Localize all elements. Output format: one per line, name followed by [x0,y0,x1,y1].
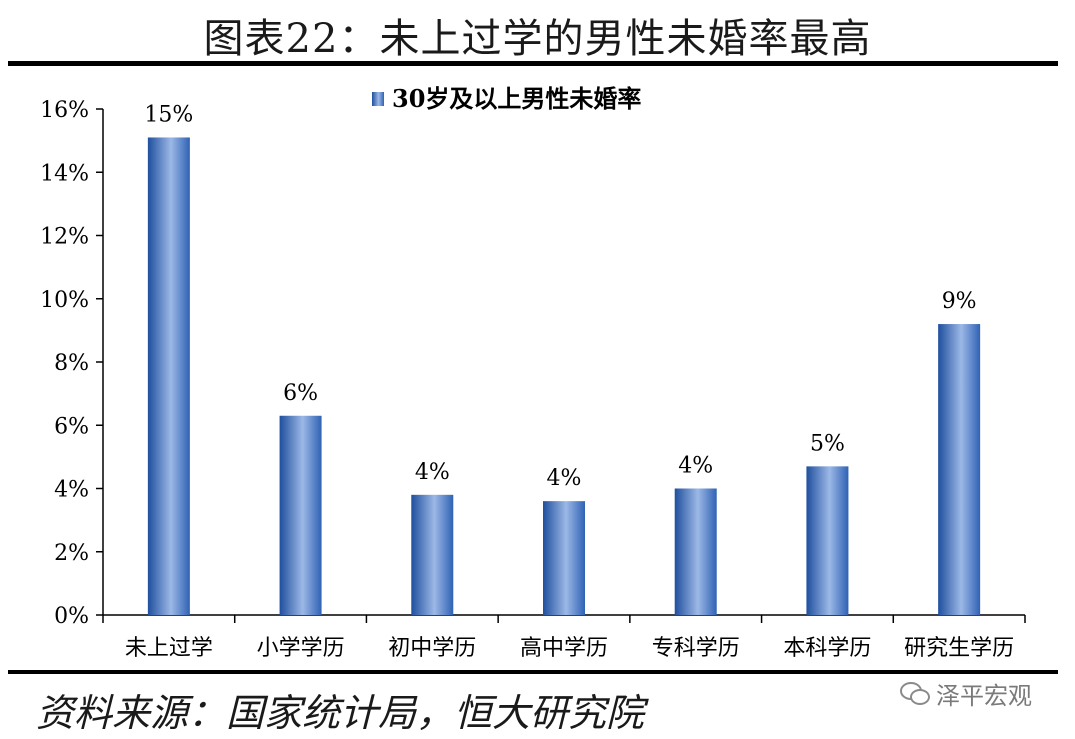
x-tick-label: 未上过学 [125,636,213,661]
x-tick-label: 小学学历 [257,636,345,661]
y-tick-label: 16% [40,98,89,123]
x-tick-label: 高中学历 [520,636,608,661]
bar [938,324,981,615]
footer-divider [8,670,1058,674]
x-tick-label: 专科学历 [652,636,740,661]
watermark-label: 泽平宏观 [936,681,1032,710]
y-tick-label: 6% [54,414,89,439]
y-tick-label: 2% [54,541,89,566]
data-label: 6% [283,381,318,406]
data-label: 9% [942,289,977,314]
x-tick-label: 本科学历 [783,636,871,661]
legend-swatch [372,92,384,106]
page-title: 图表22：未上过学的男性未婚率最高 [203,16,872,62]
y-axis: 0% 2% 4% 6% 8% 10% 12% 14% 16% [40,98,104,629]
bar-chart: 0% 2% 4% 6% 8% 10% 12% 14% 16% 未上过学 小学学历 初中学历 高中学历 专… [40,84,1026,661]
bar [147,137,190,615]
data-label: 4% [547,466,582,491]
x-tick-label: 初中学历 [388,636,476,661]
legend-label: 30岁及以上男性未婚率 [392,84,641,113]
title-divider [8,61,1058,66]
data-label: 4% [415,460,450,485]
y-tick-label: 12% [40,225,89,250]
y-tick-label: 14% [40,161,89,186]
bar [543,501,585,615]
bar [411,494,454,615]
legend: 30岁及以上男性未婚率 [372,84,641,113]
data-label: 5% [810,431,845,456]
bar [279,415,322,615]
y-tick-label: 4% [54,478,89,503]
data-label: 15% [144,102,193,127]
bar [806,466,849,615]
bar [674,488,717,615]
wechat-icon [900,680,930,706]
bar-series [147,137,981,615]
y-tick-label: 8% [54,351,89,376]
data-label: 4% [678,454,713,479]
x-tick-label: 研究生学历 [904,636,1014,661]
watermark: 泽平宏观 [900,676,1032,710]
y-tick-label: 0% [54,604,89,629]
y-tick-label: 10% [40,288,89,313]
x-axis: 未上过学 小学学历 初中学历 高中学历 专科学历 本科学历 研究生学历 [102,614,1026,661]
source-note: 资料来源：国家统计局，恒大研究院 [36,691,645,735]
data-labels: 15% 6% 4% 4% 4% 5% 9% [144,102,976,491]
